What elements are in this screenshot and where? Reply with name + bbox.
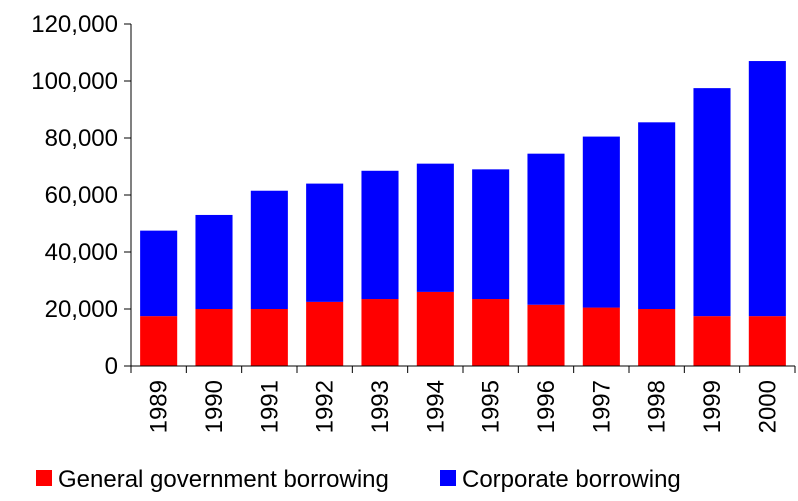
bar-government-1999 bbox=[693, 316, 731, 367]
y-ticks-group: 0 20,000 40,000 60,000 80,000 100,000 120,000 bbox=[31, 11, 131, 380]
bar-government-1994 bbox=[416, 291, 454, 366]
bar-corporate-1999 bbox=[693, 88, 731, 317]
y-tick-label: 120,000 bbox=[31, 11, 118, 38]
x-tick-label-2000: 2000 bbox=[754, 380, 781, 433]
x-tick-label-1994: 1994 bbox=[422, 380, 449, 433]
bar-corporate-1997 bbox=[582, 136, 620, 308]
bar-corporate-1992 bbox=[306, 183, 344, 302]
y-tick-label: 20,000 bbox=[45, 296, 118, 323]
legend-label-corporate: Corporate borrowing bbox=[462, 466, 681, 493]
bar-corporate-1991 bbox=[250, 190, 288, 309]
bar-government-2000 bbox=[748, 316, 786, 367]
x-tick-label-1992: 1992 bbox=[312, 380, 339, 433]
legend-label-government: General government borrowing bbox=[58, 466, 389, 493]
x-tick-label-1995: 1995 bbox=[478, 380, 505, 433]
bar-government-1992 bbox=[306, 301, 344, 367]
y-tick-label: 60,000 bbox=[45, 182, 118, 209]
bar-corporate-1995 bbox=[472, 169, 510, 300]
y-tick-label: 0 bbox=[105, 353, 118, 380]
y-tick-label: 40,000 bbox=[45, 239, 118, 266]
bar-corporate-1993 bbox=[361, 170, 399, 300]
x-ticks-group: 1989 1990 1991 1992 1993 1994 1995 1996 1997 1998… bbox=[130, 366, 796, 433]
x-tick-label-1997: 1997 bbox=[588, 380, 615, 433]
x-tick-label-1991: 1991 bbox=[256, 380, 283, 433]
x-tick-label-1996: 1996 bbox=[533, 380, 560, 433]
bar-government-1995 bbox=[472, 299, 510, 366]
legend-swatch-government bbox=[36, 470, 52, 486]
x-tick-label-1998: 1998 bbox=[644, 380, 671, 433]
bars-group bbox=[140, 61, 786, 367]
x-tick-label-1999: 1999 bbox=[699, 380, 726, 433]
bar-government-1989 bbox=[140, 316, 178, 367]
x-tick-label-1989: 1989 bbox=[146, 380, 173, 433]
bar-corporate-1989 bbox=[140, 230, 178, 317]
bar-corporate-1990 bbox=[195, 214, 233, 309]
x-tick-label-1990: 1990 bbox=[201, 380, 228, 433]
bar-government-1996 bbox=[527, 304, 565, 366]
bar-corporate-1996 bbox=[527, 153, 565, 305]
bar-government-1993 bbox=[361, 299, 399, 366]
y-tick-label: 100,000 bbox=[31, 68, 118, 95]
bar-corporate-1994 bbox=[416, 163, 454, 292]
bar-corporate-1998 bbox=[638, 122, 676, 309]
x-tick-label-1993: 1993 bbox=[367, 380, 394, 433]
legend-swatch-corporate bbox=[440, 470, 456, 486]
bar-government-1990 bbox=[195, 309, 233, 366]
bar-government-1998 bbox=[638, 309, 676, 366]
bar-government-1991 bbox=[250, 309, 288, 366]
legend: General government borrowing Corporate bo… bbox=[36, 466, 681, 493]
bar-corporate-2000 bbox=[748, 61, 786, 317]
y-tick-label: 80,000 bbox=[45, 125, 118, 152]
bar-government-1997 bbox=[582, 307, 620, 366]
